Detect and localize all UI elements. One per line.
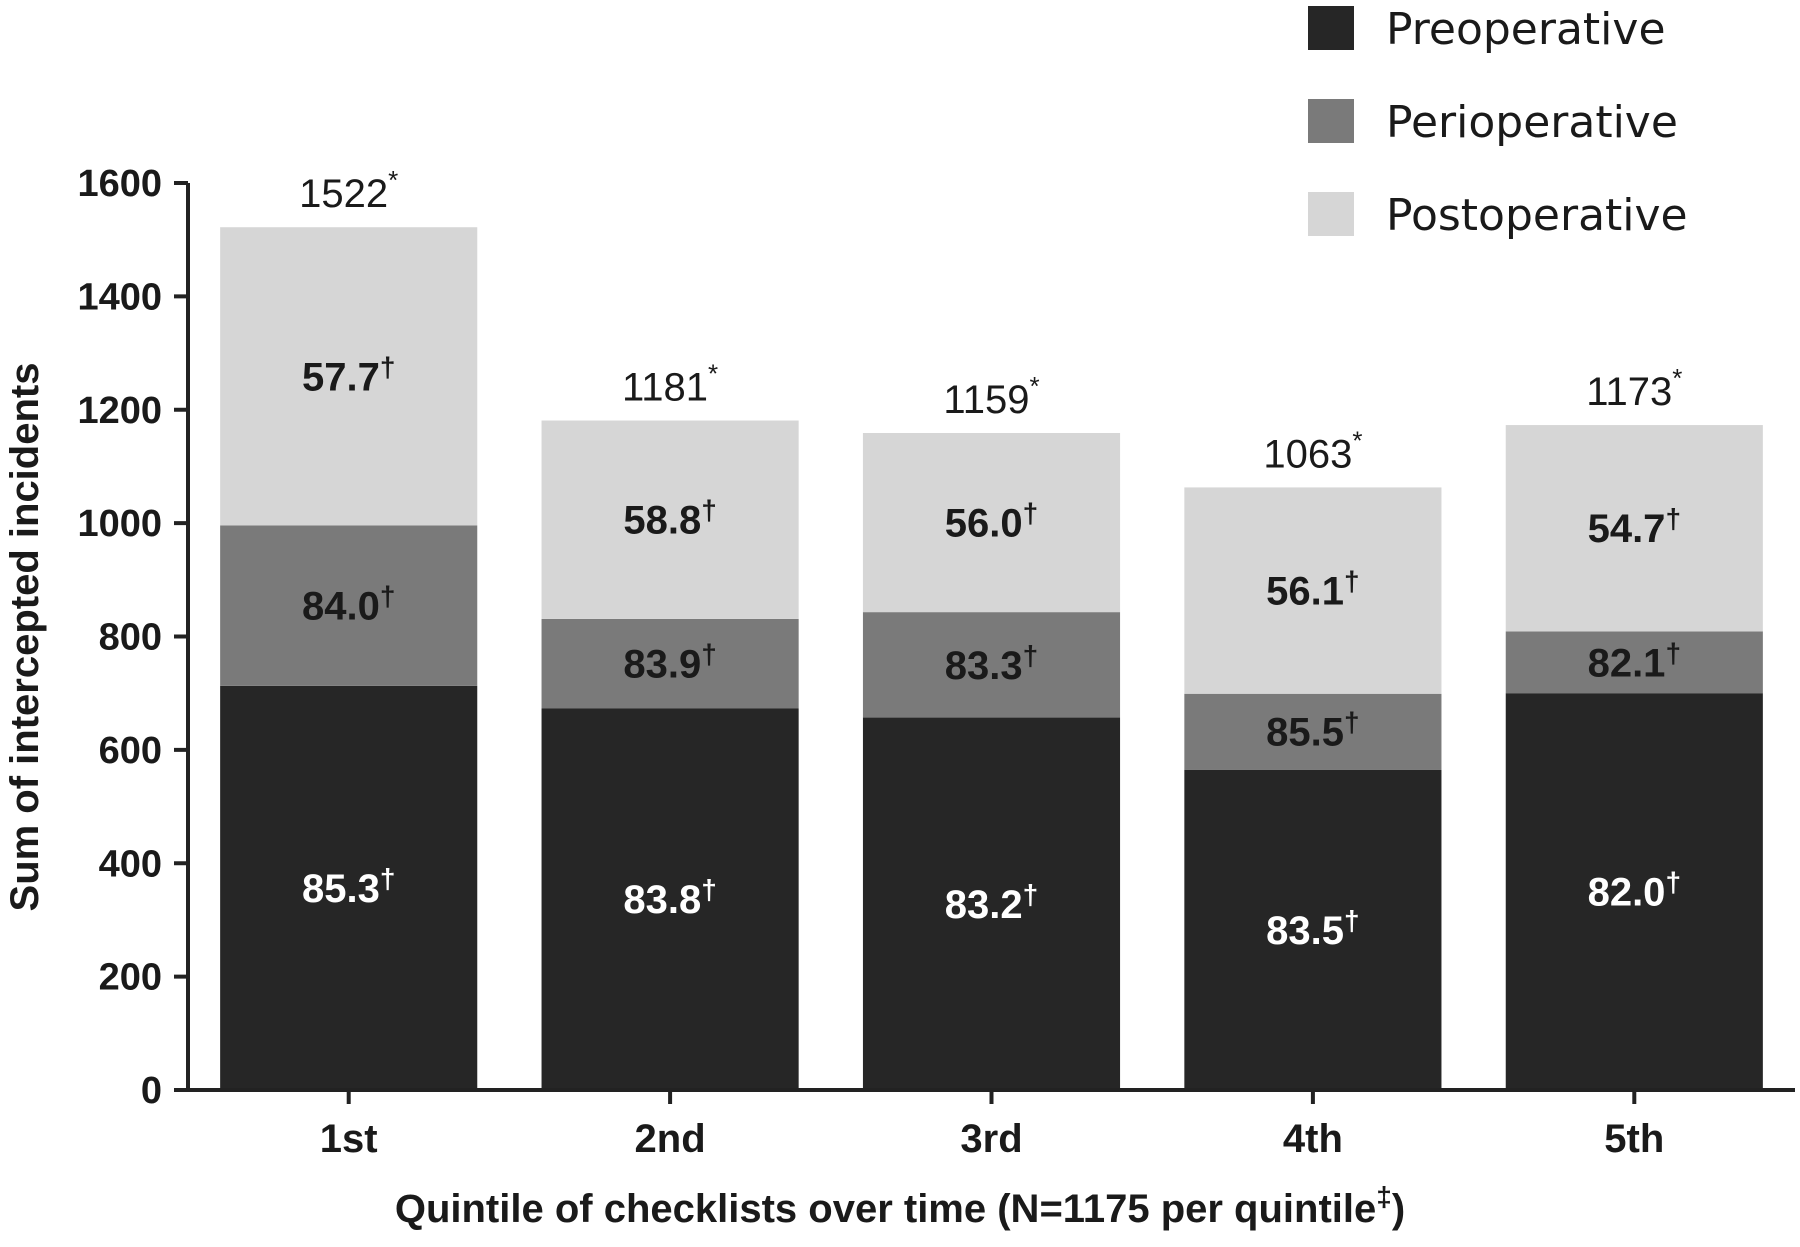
- bar-segment-postoperative: [1505, 425, 1763, 632]
- bar-segment-preoperative: [1184, 769, 1442, 1090]
- legend-label: Preoperative: [1386, 4, 1666, 55]
- x-axis-title-marker: ‡: [1376, 1181, 1392, 1212]
- legend-label: Perioperative: [1386, 97, 1678, 148]
- segment-value-label: 82.0†: [1588, 867, 1681, 915]
- y-axis-title: Sum of intercepted incidents: [3, 363, 47, 912]
- x-tick-label: 2nd: [635, 1117, 706, 1161]
- x-axis-title: Quintile of checklists over time (N=1175…: [395, 1181, 1405, 1231]
- bars-group: [220, 227, 1763, 1090]
- bar-segment-perioperative: [541, 618, 799, 709]
- x-axis-title-close: ): [1392, 1187, 1405, 1231]
- bar-segment-preoperative: [220, 685, 478, 1090]
- legend: Preoperative Perioperative Postoperative: [1308, 4, 1688, 241]
- segment-value-label: 84.0†: [302, 581, 395, 629]
- segment-value-label: 83.5†: [1266, 905, 1359, 953]
- bar-segment-preoperative: [541, 708, 799, 1090]
- bar-segment-perioperative: [1184, 693, 1442, 770]
- bar-segment-postoperative: [1184, 487, 1442, 694]
- bar-segment-postoperative: [862, 432, 1121, 613]
- x-tick-label: 3rd: [960, 1117, 1022, 1161]
- x-axis-title-text: Quintile of checklists over time (N=1175…: [395, 1187, 1376, 1231]
- segment-value-label: 56.1†: [1266, 566, 1359, 614]
- legend-swatch: [1308, 192, 1354, 236]
- segment-value-label: 83.3†: [945, 640, 1038, 688]
- bar-total-label: 1063*: [1263, 425, 1362, 476]
- y-tick-label: 400: [99, 843, 162, 885]
- bar-segment-perioperative: [1505, 631, 1763, 694]
- data-labels-group: 85.3† 84.0† 57.7† 1522* 83.8† 83.9† 58.8† 1181*…: [299, 165, 1682, 953]
- x-tick-label: 1st: [320, 1117, 378, 1161]
- x-tick-label: 4th: [1283, 1117, 1343, 1161]
- bar-segment-perioperative: [220, 525, 478, 686]
- segment-value-label: 83.2†: [945, 879, 1038, 927]
- bar-total-label: 1159*: [943, 371, 1039, 422]
- y-tick-label: 800: [99, 617, 162, 659]
- x-tick-label: 5th: [1604, 1117, 1664, 1161]
- segment-value-label: 54.7†: [1588, 503, 1681, 551]
- bar-total-label: 1181*: [622, 359, 718, 410]
- segment-value-label: 83.9†: [623, 639, 716, 687]
- bar-total-label: 1173*: [1586, 363, 1682, 414]
- bar-segment-preoperative: [1505, 693, 1763, 1090]
- y-tick-label: 0: [141, 1070, 162, 1112]
- y-ticks-group: 0 200 400 600 800 1000 1200 1400 1600: [77, 163, 188, 1112]
- segment-value-label: 85.3†: [302, 863, 395, 911]
- legend-swatch: [1308, 99, 1354, 143]
- bar-segment-preoperative: [862, 717, 1121, 1090]
- y-tick-label: 600: [99, 730, 162, 772]
- segment-value-label: 58.8†: [623, 495, 716, 543]
- legend-label: Postoperative: [1386, 190, 1688, 241]
- x-ticks-group: 1st 2nd 3rd 4th 5th: [320, 1090, 1664, 1161]
- y-tick-label: 1600: [77, 163, 162, 205]
- y-tick-label: 1400: [77, 276, 162, 318]
- segment-value-label: 57.7†: [302, 351, 395, 399]
- legend-swatch: [1308, 6, 1354, 50]
- bar-segment-perioperative: [862, 612, 1121, 718]
- segment-value-label: 83.8†: [623, 874, 716, 922]
- segment-value-label: 82.1†: [1588, 637, 1681, 685]
- segment-value-label: 85.5†: [1266, 707, 1359, 755]
- bar-total-label: 1522*: [299, 165, 398, 216]
- bar-segment-postoperative: [541, 420, 799, 619]
- segment-value-label: 56.0†: [945, 498, 1038, 546]
- y-tick-label: 1200: [77, 390, 162, 432]
- y-tick-label: 1000: [77, 503, 162, 545]
- bar-segment-postoperative: [220, 227, 478, 526]
- y-tick-label: 200: [99, 957, 162, 999]
